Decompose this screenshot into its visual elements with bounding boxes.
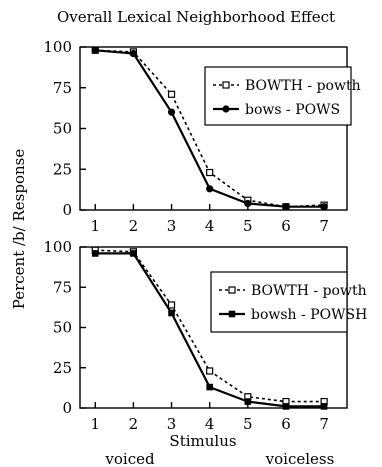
legend-box [210,271,348,333]
x-tick-label: 6 [281,217,291,235]
y-tick-label: 100 [43,38,72,56]
data-point [167,90,176,98]
data-point [282,203,290,211]
x-tick-label: 2 [129,217,139,235]
legend-box [204,66,352,126]
legend-marker [228,310,236,318]
x-tick-label: 4 [205,415,215,433]
x-tick-label: 7 [319,415,329,433]
legend-marker [222,105,230,113]
x-tick-label: 3 [167,217,177,235]
y-tick-label: 50 [53,120,72,138]
figure-title: Overall Lexical Neighborhood Effect [57,8,335,26]
data-point [167,108,176,116]
y-axis-label: Percent /b/ Response [10,149,28,310]
legend-label: BOWTH - powth [245,78,361,94]
x-tick-label: 6 [281,415,291,433]
y-tick-label: 25 [53,160,72,178]
x-tick-label: 1 [90,415,100,433]
top-panel: 0 25 50 75 100 1 2 3 4 5 6 7 BOWTH - powth bows - POW… [43,38,360,235]
x-note-voiced: voiced [104,450,155,467]
x-tick-label: 4 [205,217,215,235]
data-point [130,250,137,257]
data-point [206,168,214,177]
y-tick-label: 75 [53,278,72,296]
data-point [244,199,252,208]
data-point [91,250,99,257]
x-tick-label: 3 [167,415,177,433]
y-tick-label: 0 [62,201,72,219]
data-point [91,46,99,54]
data-point [167,301,176,309]
x-tick-label: 2 [129,415,139,433]
legend-marker [222,81,230,89]
data-point [168,309,175,317]
legend-label: bowsh - POWSH [251,307,367,323]
legend-label: BOWTH - powth [251,283,367,299]
data-point [244,398,252,405]
data-point [282,403,290,410]
data-point [129,49,137,58]
y-tick-label: 0 [62,399,72,417]
x-note-voiceless: voiceless [265,450,335,467]
data-point [320,203,328,211]
data-point [206,367,214,375]
y-tick-label: 100 [43,238,72,256]
legend-marker [228,286,236,294]
x-axis-label: Stimulus [169,432,236,450]
data-point [206,383,213,391]
legend-label: bows - POWS [245,102,340,118]
data-point [206,185,214,193]
x-tick-label: 5 [243,217,253,235]
bottom-panel: 0 25 50 75 100 1 2 3 4 5 6 7 BOWTH - powth bowsh - PO… [43,238,367,433]
y-tick-label: 25 [53,359,72,377]
data-point [320,403,328,410]
y-tick-label: 50 [53,319,72,337]
x-tick-label: 7 [319,217,329,235]
x-tick-label: 5 [243,415,253,433]
y-tick-label: 75 [53,79,72,97]
x-tick-label: 1 [90,217,100,235]
